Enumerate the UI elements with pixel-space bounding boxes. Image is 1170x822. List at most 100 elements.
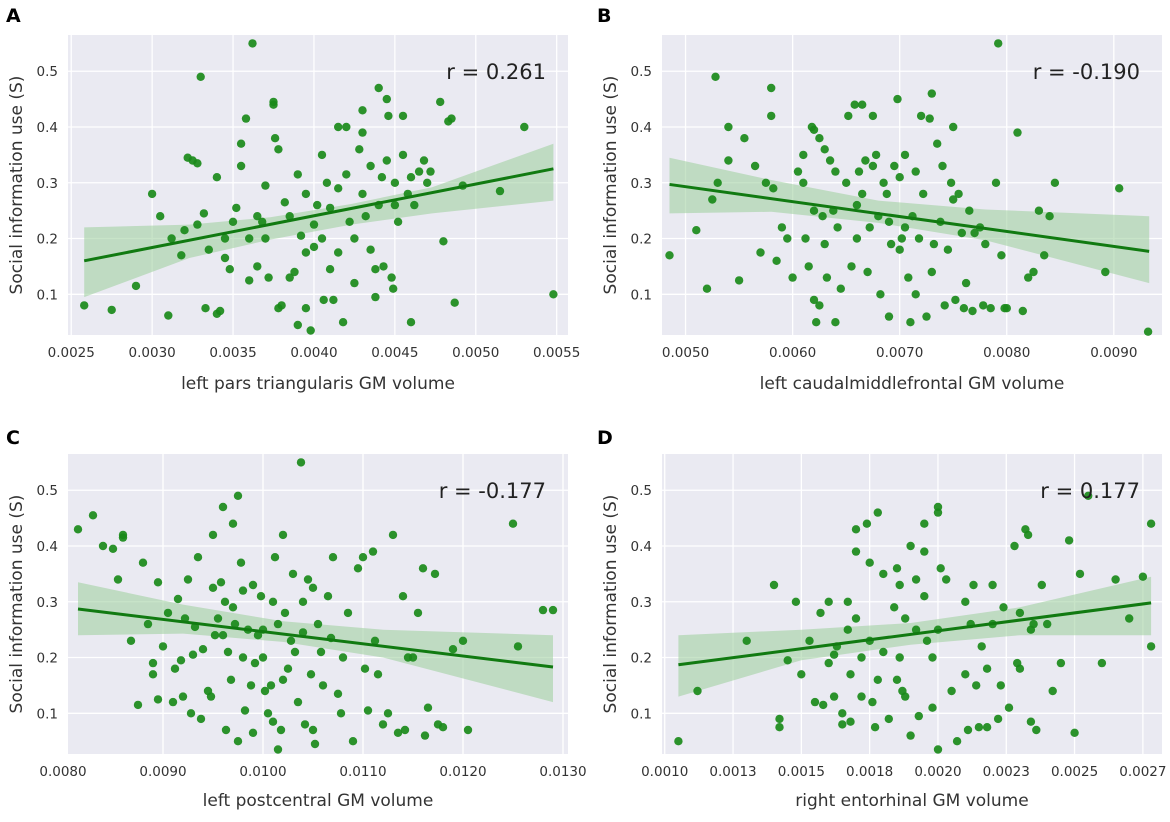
scatter-point xyxy=(816,608,825,618)
scatter-point xyxy=(358,553,368,562)
scatter-point xyxy=(221,725,231,735)
scatter-point xyxy=(947,686,956,696)
scatter-point xyxy=(927,89,936,98)
scatter-point xyxy=(296,458,306,467)
scatter-point xyxy=(406,318,416,327)
scatter-point xyxy=(959,304,969,313)
scatter-point xyxy=(829,650,839,659)
scatter-point xyxy=(384,111,393,121)
x-tick-label: 0.0035 xyxy=(209,345,256,361)
scatter-point xyxy=(850,100,859,109)
scatter-point xyxy=(250,658,260,668)
scatter-point xyxy=(164,311,173,320)
scatter-point xyxy=(186,709,196,718)
scatter-point xyxy=(861,156,870,165)
scatter-point xyxy=(769,184,778,193)
scatter-point xyxy=(430,569,440,579)
panel-a: A 0.0025 0.0030 0.0035 0.0040 0.0045 0.0050 0.0… xyxy=(6,5,580,394)
scatter-point xyxy=(949,122,958,132)
scatter-point xyxy=(290,267,299,277)
scatter-point xyxy=(750,161,760,171)
scatter-point xyxy=(323,592,333,601)
scatter-point xyxy=(306,670,316,679)
scatter-point xyxy=(692,226,701,235)
scatter-point xyxy=(933,139,942,148)
scatter-point xyxy=(988,580,997,590)
scatter-point xyxy=(138,558,148,567)
scatter-point xyxy=(358,189,367,199)
scatter-point xyxy=(957,228,966,238)
scatter-point xyxy=(334,248,343,257)
scatter-point xyxy=(904,273,913,282)
scatter-point xyxy=(201,304,210,313)
scatter-point xyxy=(350,234,359,243)
x-tick-label: 0.0013 xyxy=(709,764,756,780)
scatter-point xyxy=(801,234,810,243)
scatter-point xyxy=(233,737,243,746)
scatter-point xyxy=(1048,686,1057,696)
scatter-point xyxy=(277,301,286,310)
x-axis-label: left postcentral GM volume xyxy=(203,791,434,811)
x-tick-label: 0.0120 xyxy=(439,764,486,780)
scatter-point xyxy=(952,737,962,746)
scatter-point xyxy=(301,189,311,199)
scatter-point xyxy=(756,248,765,257)
scatter-point xyxy=(1015,608,1025,618)
scatter-point xyxy=(1004,703,1014,712)
scatter-point xyxy=(308,583,318,592)
scatter-point xyxy=(274,145,283,154)
scatter-point xyxy=(298,628,308,637)
scatter-point xyxy=(818,212,827,221)
y-tick-label: 0.3 xyxy=(631,176,652,192)
scatter-point xyxy=(334,122,343,132)
scatter-point xyxy=(218,631,228,640)
scatter-point xyxy=(777,223,787,232)
scatter-point xyxy=(180,226,189,235)
scatter-point xyxy=(890,603,899,612)
scatter-point xyxy=(970,228,979,238)
scatter-point xyxy=(258,217,267,226)
scatter-point xyxy=(176,656,186,665)
scatter-point xyxy=(791,597,801,606)
scatter-point xyxy=(253,262,262,271)
confidence-band xyxy=(678,576,1152,697)
scatter-point xyxy=(193,553,203,562)
scatter-point xyxy=(1125,614,1134,623)
scatter-point xyxy=(783,656,792,665)
x-tick-label: 0.0090 xyxy=(139,764,186,780)
scatter-point xyxy=(879,178,888,187)
scatter-point xyxy=(920,547,929,556)
scatter-point xyxy=(900,150,910,160)
scatter-point xyxy=(208,583,218,592)
scatter-point xyxy=(820,239,829,249)
scatter-point xyxy=(293,697,303,707)
confidence-band xyxy=(78,582,553,703)
x-tick-label: 0.0010 xyxy=(641,764,688,780)
scatter-point xyxy=(360,664,370,673)
scatter-point xyxy=(825,156,835,165)
scatter-point xyxy=(276,725,286,735)
scatter-point xyxy=(884,312,894,321)
scatter-point xyxy=(928,653,937,662)
x-tick-label: 0.0080 xyxy=(39,764,86,780)
scatter-point xyxy=(383,709,393,718)
scatter-point xyxy=(306,326,315,335)
scatter-point xyxy=(969,580,978,590)
x-tick-label: 0.0110 xyxy=(339,764,386,780)
scatter-point xyxy=(1101,267,1110,277)
x-tick-label: 0.0040 xyxy=(290,345,337,361)
scatter-point xyxy=(936,564,945,573)
scatter-point xyxy=(270,553,280,562)
scatter-point xyxy=(178,692,188,701)
panel-d: D 0.0010 0.0013 0.0015 0.0018 0.0020 0.0023 0.0… xyxy=(597,427,1166,811)
scatter-point xyxy=(388,530,398,540)
scatter-point xyxy=(188,650,198,659)
scatter-point xyxy=(1029,619,1038,629)
scatter-point xyxy=(1002,304,1011,313)
scatter-point xyxy=(1050,178,1060,187)
panel-letter: B xyxy=(597,5,611,27)
scatter-point xyxy=(1043,619,1052,629)
x-axis-label: left caudalmiddlefrontal GM volume xyxy=(760,374,1065,394)
scatter-point xyxy=(843,597,852,606)
x-tick-label: 0.0018 xyxy=(846,764,893,780)
